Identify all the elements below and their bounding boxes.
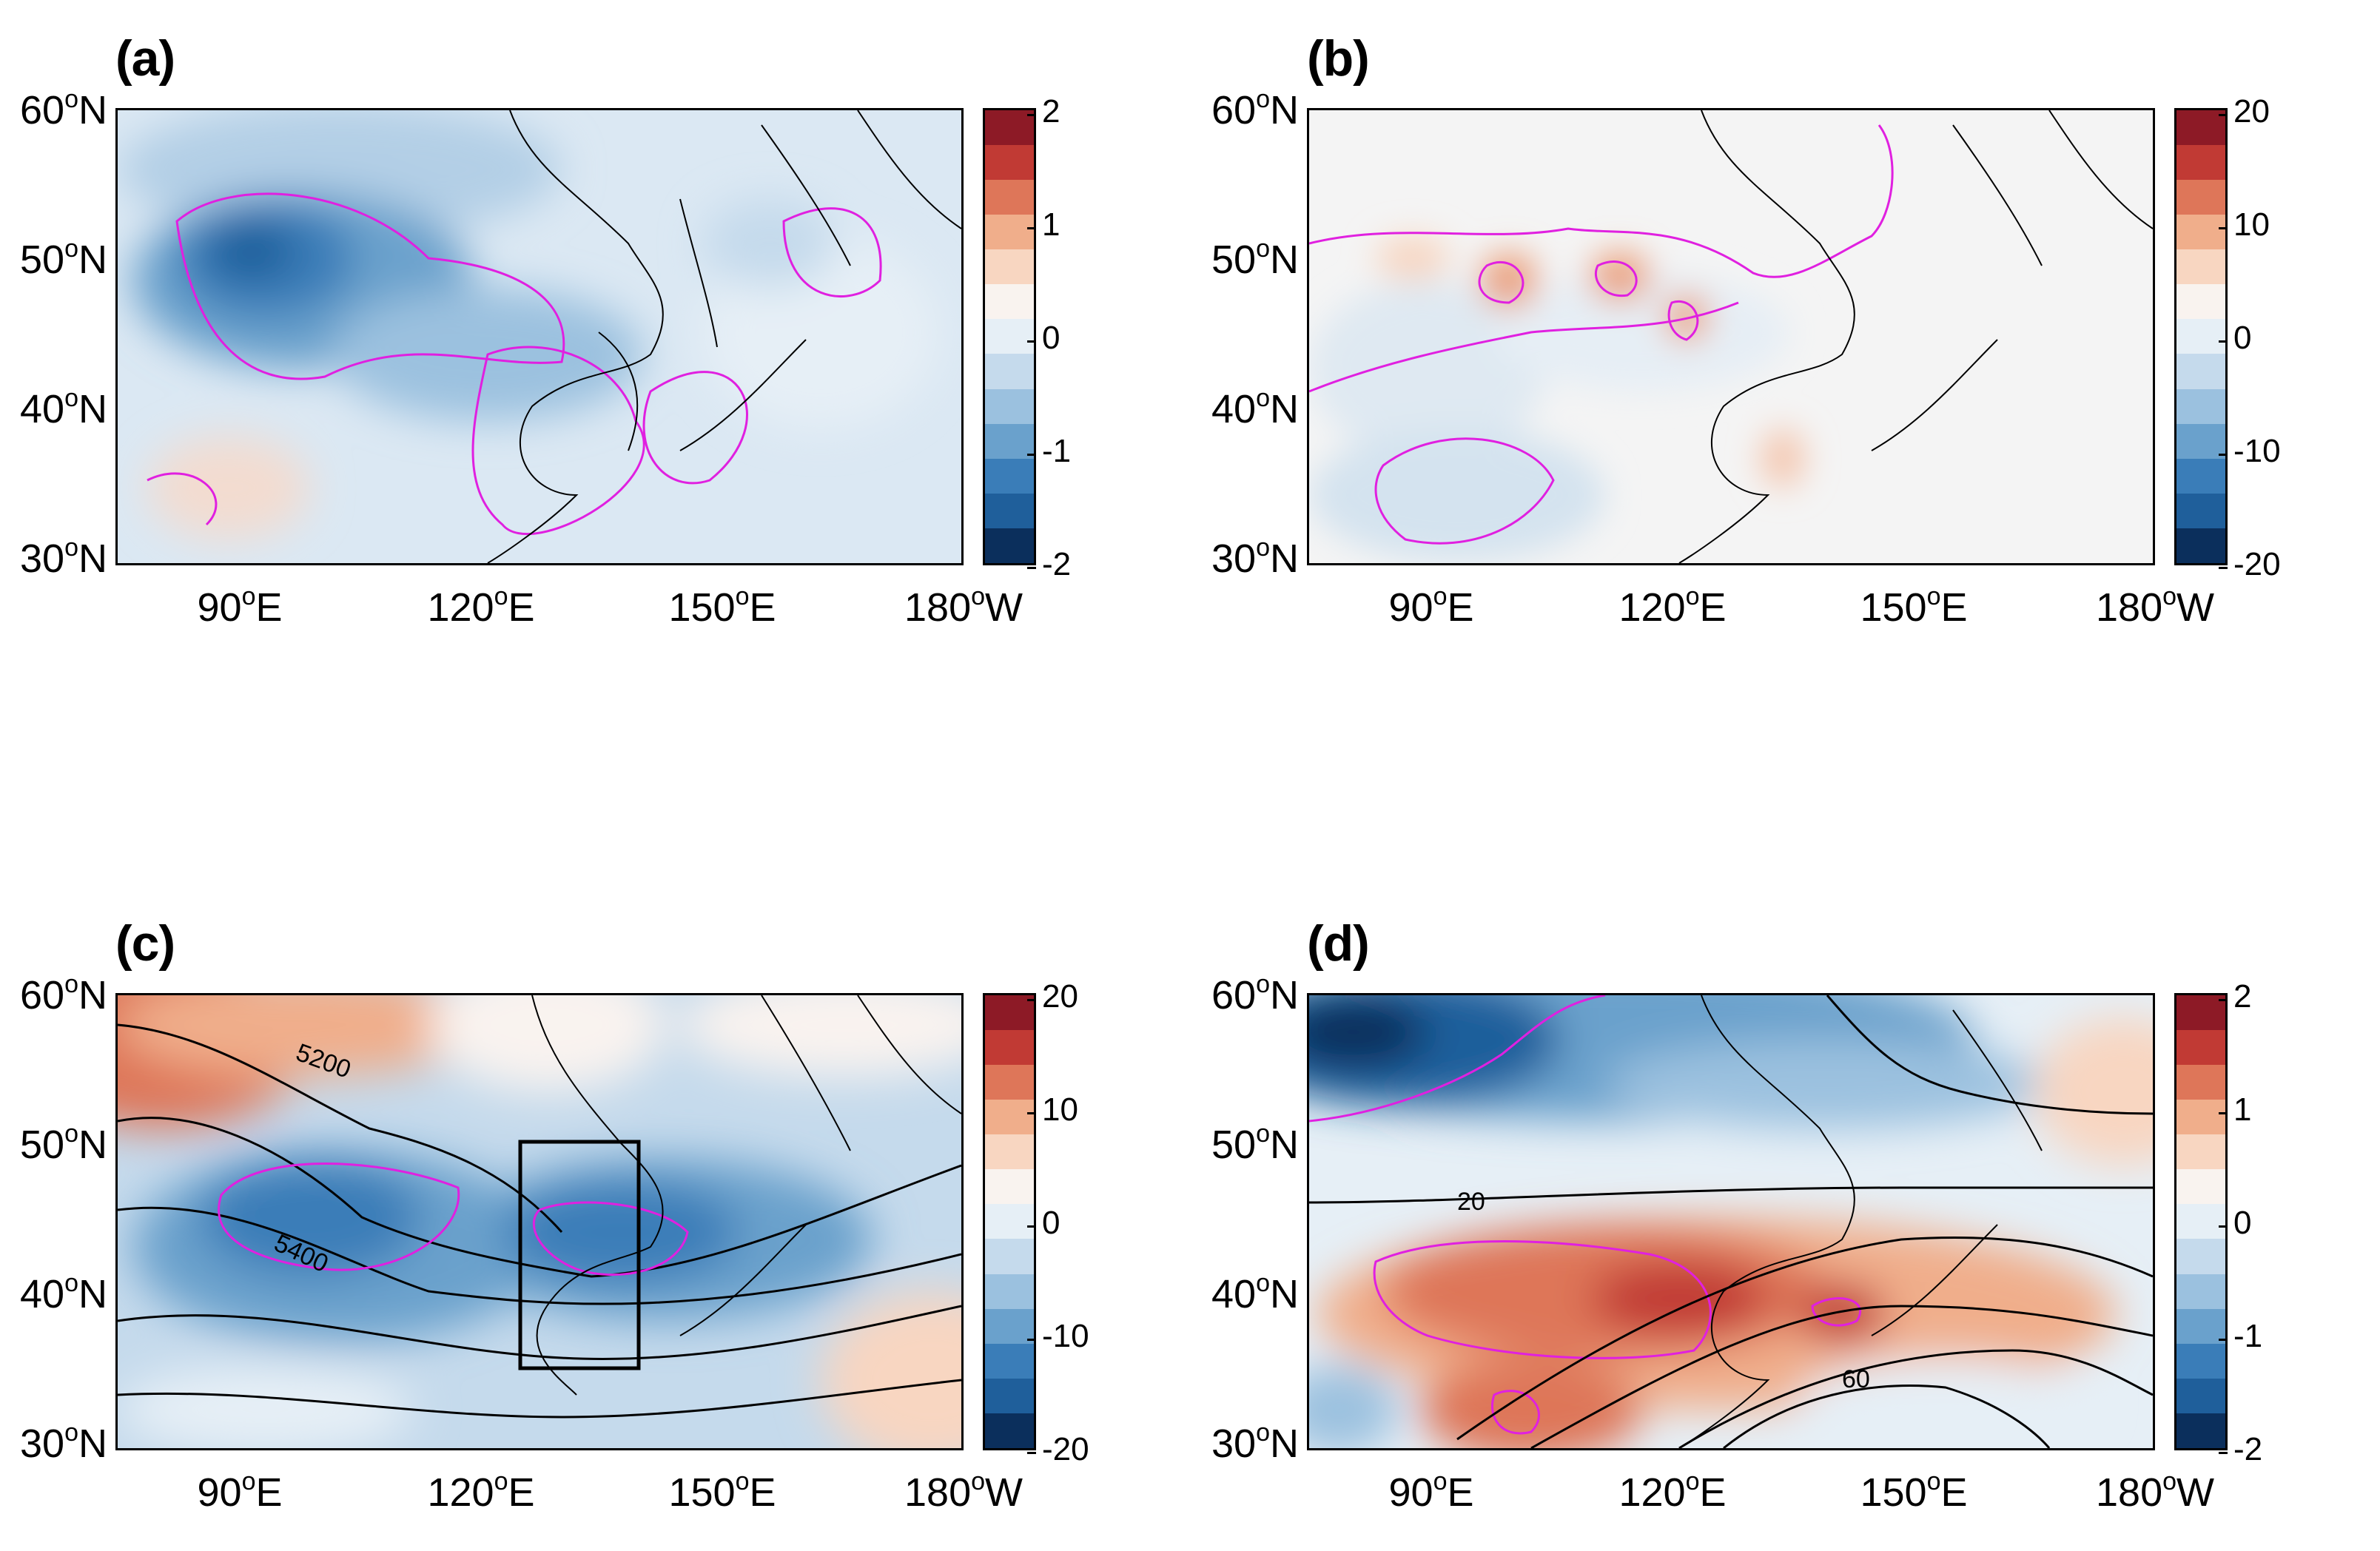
lon-label-180w: 180oW [2096, 582, 2214, 630]
lon-label-150e: 150oE [668, 1467, 776, 1515]
colorbar-tick: 1 [1026, 206, 1060, 243]
panel-label: (c) [115, 915, 175, 972]
colorbar-tick: -2 [2218, 1431, 2263, 1467]
lat-label-30: 30oN [1211, 1419, 1299, 1466]
panel-d: (d) 60oN 50oN 40oN 30oN [1191, 885, 2376, 1551]
lon-label-150e: 150oE [1860, 1467, 1968, 1515]
lon-label-150e: 150oE [668, 582, 776, 630]
lat-label-50: 50oN [20, 235, 107, 282]
lat-label-30: 30oN [1211, 534, 1299, 581]
colorbar-tick: 2 [2218, 978, 2252, 1015]
colorbar-tick: 0 [2218, 320, 2252, 356]
colorbar [2174, 108, 2228, 565]
lat-label-40: 40oN [20, 384, 107, 431]
colorbar-tick: 20 [2219, 93, 2270, 129]
lat-label-50: 50oN [20, 1120, 107, 1167]
colorbar-tick: -20 [1027, 1431, 1089, 1467]
colorbar-tick: -1 [2218, 1318, 2263, 1354]
lat-label-60: 60oN [1211, 85, 1299, 132]
lon-label-180w: 180oW [2096, 1467, 2214, 1515]
lon-label-120e: 120oE [1618, 1467, 1727, 1515]
lat-label-60: 60oN [20, 85, 107, 132]
lat-label-60: 60oN [20, 970, 107, 1017]
colorbar-tick: 10 [1027, 1091, 1078, 1128]
colorbar-tick: 0 [1026, 1205, 1060, 1241]
lat-label-40: 40oN [1211, 384, 1299, 431]
map-area: 5200 5400 [115, 993, 964, 1450]
panel-label: (d) [1307, 915, 1370, 972]
lat-label-40: 40oN [20, 1269, 107, 1316]
lon-label-90e: 90oE [1388, 1467, 1474, 1515]
lat-label-60: 60oN [1211, 970, 1299, 1017]
lon-label-150e: 150oE [1860, 582, 1968, 630]
colorbar-tick: 2 [1026, 93, 1060, 129]
panel-c: (c) 60oN 50oN 40oN 30oN [0, 885, 1184, 1551]
lon-label-120e: 120oE [427, 582, 535, 630]
colorbar [983, 993, 1036, 1450]
panel-a: (a) 60oN 50oN 40oN 30oN [0, 0, 1184, 666]
colorbar-tick: -1 [1026, 433, 1072, 469]
panel-label: (b) [1307, 30, 1370, 87]
lat-label-50: 50oN [1211, 1120, 1299, 1167]
map-area [1307, 108, 2155, 565]
lon-label-90e: 90oE [1388, 582, 1474, 630]
lon-label-120e: 120oE [427, 1467, 535, 1515]
lon-label-90e: 90oE [197, 582, 283, 630]
lon-label-90e: 90oE [197, 1467, 283, 1515]
colorbar-tick: 1 [2218, 1091, 2252, 1128]
colorbar-tick: 0 [1026, 320, 1060, 356]
lon-label-180w: 180oW [904, 1467, 1023, 1515]
lat-label-30: 30oN [20, 534, 107, 581]
colorbar-tick: -10 [1027, 1318, 1089, 1354]
contour-label: 60 [1842, 1365, 1870, 1393]
lon-label-120e: 120oE [1618, 582, 1727, 630]
colorbar-tick: -2 [1026, 546, 1072, 582]
panel-b: (b) 60oN 50oN 40oN 30oN [1191, 0, 2376, 666]
colorbar-tick: 20 [1027, 978, 1078, 1015]
colorbar-tick: -10 [2219, 433, 2281, 469]
colorbar-tick: -20 [2219, 546, 2281, 582]
colorbar [2174, 993, 2228, 1450]
colorbar [983, 108, 1036, 565]
map-area: 20 60 [1307, 993, 2155, 1450]
colorbar-tick: 0 [2218, 1205, 2252, 1241]
lat-label-30: 30oN [20, 1419, 107, 1466]
lat-label-40: 40oN [1211, 1269, 1299, 1316]
panel-label: (a) [115, 30, 175, 87]
map-area [115, 108, 964, 565]
contour-label: 20 [1457, 1188, 1485, 1216]
lat-label-50: 50oN [1211, 235, 1299, 282]
colorbar-tick: 10 [2219, 206, 2270, 243]
lon-label-180w: 180oW [904, 582, 1023, 630]
